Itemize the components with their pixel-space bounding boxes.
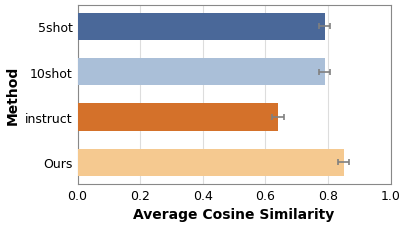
Bar — [77, 149, 343, 176]
Bar — [77, 104, 277, 131]
Bar — [77, 14, 324, 41]
Y-axis label: Method: Method — [6, 65, 19, 124]
Bar — [77, 59, 324, 86]
X-axis label: Average Cosine Similarity: Average Cosine Similarity — [133, 207, 334, 222]
